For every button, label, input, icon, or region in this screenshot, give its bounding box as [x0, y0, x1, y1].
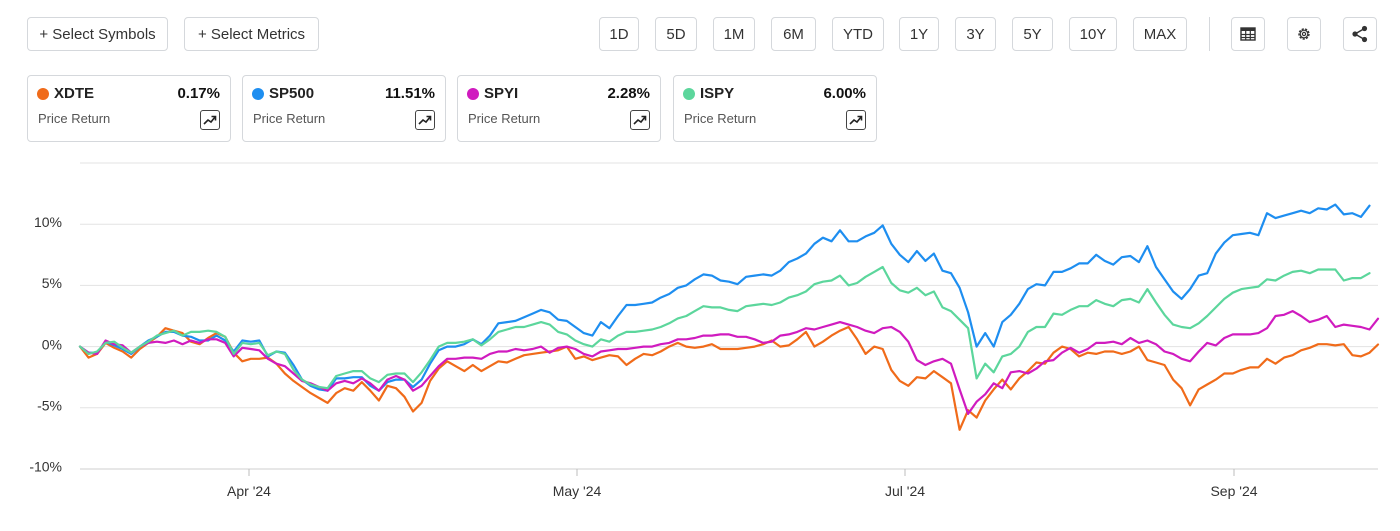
series-color-dot	[683, 88, 695, 100]
legend-card-sp500[interactable]: SP500 11.51% Price Return	[242, 75, 446, 142]
card-return-value: 0.17%	[177, 85, 220, 102]
trend-chart-button[interactable]	[630, 110, 650, 130]
series-line-xdte[interactable]	[78, 325, 1380, 431]
select-metrics-button[interactable]: + Select Metrics	[184, 17, 319, 51]
range-1y-button[interactable]: 1Y	[899, 17, 939, 51]
card-metric-label: Price Return	[684, 111, 757, 126]
card-symbol: XDTE	[54, 85, 95, 102]
trend-chart-button[interactable]	[415, 110, 435, 130]
share-button[interactable]	[1343, 17, 1377, 51]
legend-card-xdte[interactable]: XDTE 0.17% Price Return	[27, 75, 231, 142]
range-3y-button[interactable]: 3Y	[955, 17, 996, 51]
toolbar-separator	[1209, 17, 1210, 51]
table-view-button[interactable]	[1231, 17, 1265, 51]
trend-up-icon	[203, 115, 217, 125]
legend-card-ispy[interactable]: ISPY 6.00% Price Return	[673, 75, 877, 142]
card-return-value: 6.00%	[823, 85, 866, 102]
range-1m-button[interactable]: 1M	[713, 17, 755, 51]
range-10y-button[interactable]: 10Y	[1069, 17, 1117, 51]
x-tick-label: Apr '24	[227, 483, 271, 499]
settings-button[interactable]	[1287, 17, 1321, 51]
range-6m-button[interactable]: 6M	[771, 17, 816, 51]
gear-icon	[1298, 28, 1310, 40]
trend-chart-button[interactable]	[200, 110, 220, 130]
card-metric-label: Price Return	[253, 111, 326, 126]
series-color-dot	[252, 88, 264, 100]
range-max-button[interactable]: MAX	[1133, 17, 1187, 51]
card-metric-label: Price Return	[38, 111, 111, 126]
x-tick-label: May '24	[553, 483, 602, 499]
trend-up-icon	[849, 115, 863, 125]
legend-card-spyi[interactable]: SPYI 2.28% Price Return	[457, 75, 661, 142]
y-tick-label: -10%	[29, 459, 62, 475]
y-tick-label: 5%	[42, 275, 62, 291]
range-1d-button[interactable]: 1D	[599, 17, 639, 51]
trend-up-icon	[633, 115, 647, 125]
select-symbols-button[interactable]: + Select Symbols	[27, 17, 168, 51]
share-icon	[1352, 25, 1368, 43]
x-tick-label: Jul '24	[885, 483, 925, 499]
range-5d-button[interactable]: 5D	[655, 17, 697, 51]
range-ytd-button[interactable]: YTD	[832, 17, 884, 51]
x-tick-label: Sep '24	[1210, 483, 1257, 499]
card-symbol: SPYI	[484, 85, 519, 102]
series-line-spyi[interactable]	[78, 310, 1380, 415]
series-line-sp500[interactable]	[78, 203, 1371, 392]
trend-up-icon	[418, 115, 432, 125]
card-symbol: SP500	[269, 85, 315, 102]
series-color-dot	[467, 88, 479, 100]
trend-chart-button[interactable]	[846, 110, 866, 130]
y-tick-label: 10%	[34, 214, 62, 230]
series-color-dot	[37, 88, 49, 100]
y-tick-label: -5%	[37, 398, 62, 414]
series-line-ispy[interactable]	[78, 265, 1371, 390]
card-metric-label: Price Return	[468, 111, 541, 126]
range-5y-button[interactable]: 5Y	[1012, 17, 1053, 51]
y-tick-label: 0%	[42, 336, 62, 352]
card-return-value: 11.51%	[384, 85, 435, 102]
price-return-chart[interactable]: 10% 5% 0% -5% -10% Apr '24 May '24 Jul '24 Sep '…	[0, 150, 1400, 531]
table-icon	[1240, 27, 1256, 41]
card-return-value: 2.28%	[607, 85, 650, 102]
card-symbol: ISPY	[700, 85, 735, 102]
